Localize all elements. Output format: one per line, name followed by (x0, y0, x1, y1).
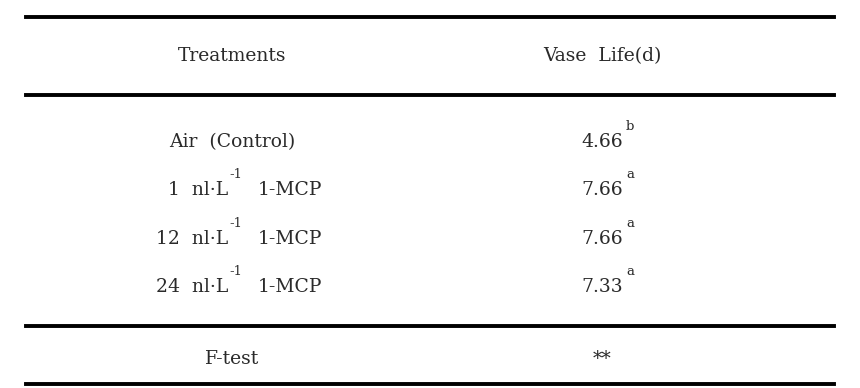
Text: a: a (626, 217, 634, 230)
Text: -1: -1 (230, 217, 243, 230)
Text: b: b (626, 120, 635, 133)
Text: **: ** (593, 350, 611, 368)
Text: Vase  Life(d): Vase Life(d) (543, 47, 661, 65)
Text: 1  nl·L: 1 nl·L (168, 181, 228, 199)
Text: -1: -1 (230, 265, 243, 278)
Text: 12  nl·L: 12 nl·L (156, 230, 228, 248)
Text: Air  (Control): Air (Control) (169, 133, 295, 151)
Text: 4.66: 4.66 (581, 133, 623, 151)
Text: 1-MCP: 1-MCP (258, 230, 322, 248)
Text: 7.66: 7.66 (581, 230, 623, 248)
Text: Treatments: Treatments (178, 47, 286, 65)
Text: 1-MCP: 1-MCP (258, 181, 322, 199)
Text: F-test: F-test (205, 350, 260, 368)
Text: 1-MCP: 1-MCP (258, 278, 322, 296)
Text: -1: -1 (230, 168, 243, 181)
Text: a: a (626, 265, 634, 278)
Text: a: a (626, 168, 634, 181)
Text: 7.33: 7.33 (581, 278, 623, 296)
Text: 24  nl·L: 24 nl·L (156, 278, 228, 296)
Text: 7.66: 7.66 (581, 181, 623, 199)
